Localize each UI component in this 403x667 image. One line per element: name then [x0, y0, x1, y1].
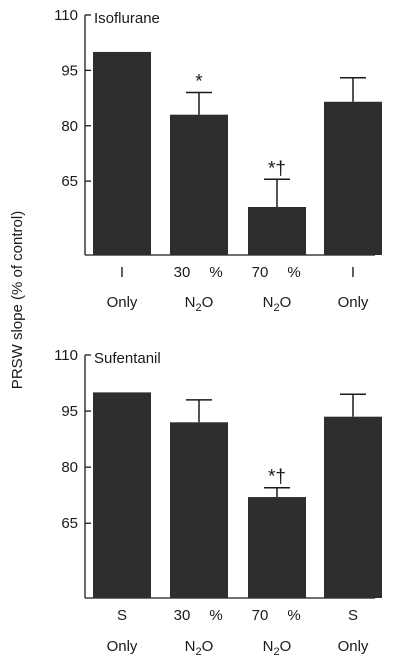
category-label-line2: N2O: [263, 294, 292, 314]
category-label-percent: %: [287, 607, 300, 624]
significance-marker: *†: [268, 467, 286, 488]
bar: [93, 51, 151, 255]
category-label-line2: N2O: [263, 638, 292, 658]
bar: [324, 416, 382, 598]
significance-marker: *: [195, 72, 203, 93]
category-label-line1: I: [351, 264, 355, 281]
category-label-line2: N2O: [185, 638, 214, 658]
y-tick-label: 110: [54, 7, 78, 24]
category-label-line2: N2O: [185, 294, 214, 314]
category-label-line1: 70: [252, 264, 269, 281]
y-tick-label: 80: [61, 459, 78, 476]
y-tick-label: 65: [61, 515, 78, 532]
significance-marker: *†: [268, 158, 286, 179]
category-label-line1: 30: [174, 264, 191, 281]
category-label-percent: %: [209, 264, 222, 281]
category-label-percent: %: [209, 607, 222, 624]
category-label-line1: S: [117, 607, 127, 624]
y-tick-label: 65: [61, 173, 78, 190]
bar: [248, 497, 306, 598]
bar: [248, 207, 306, 255]
category-label-line2: Only: [338, 638, 369, 655]
bar: [170, 422, 228, 598]
bar: [93, 392, 151, 598]
category-label-line2: Only: [338, 294, 369, 311]
y-tick-label: 95: [61, 403, 78, 420]
y-tick-label: 95: [61, 62, 78, 79]
category-label-line2: Only: [107, 638, 138, 655]
category-label-line1: S: [348, 607, 358, 624]
category-label-line1: 30: [174, 607, 191, 624]
bar: [324, 101, 382, 256]
y-tick-label: 110: [54, 347, 78, 364]
y-axis-label: PRSW slope (% of control): [9, 211, 26, 389]
panel-title: Sufentanil: [94, 350, 161, 367]
panel-title: Isoflurane: [94, 10, 160, 27]
bar: [170, 114, 228, 255]
y-tick-label: 80: [61, 118, 78, 135]
panel-1: 65 80 95 110 Isoflurane I Only * 30 % N2O *† 70 % N2O I…: [54, 7, 382, 314]
category-label-line1: 70: [252, 607, 269, 624]
category-label-line2: Only: [107, 294, 138, 311]
category-label-line1: I: [120, 264, 124, 281]
category-label-percent: %: [287, 264, 300, 281]
